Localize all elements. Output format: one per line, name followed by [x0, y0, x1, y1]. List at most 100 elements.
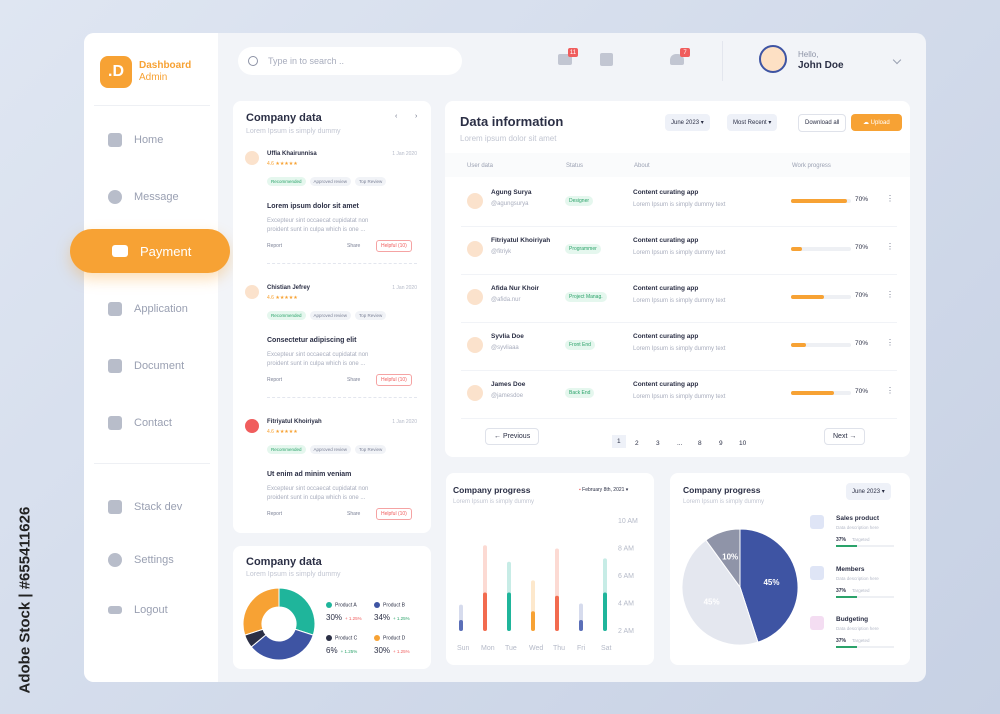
notification-badge: 7: [680, 48, 690, 57]
status-badge: Programmer: [565, 244, 601, 254]
upload-icon: ☁: [863, 120, 871, 126]
chevron-down-icon[interactable]: [892, 55, 902, 65]
calendar-icon: ▪: [579, 487, 583, 493]
pie-slice: [250, 628, 314, 661]
donut-chart: [242, 587, 316, 661]
progress-bar: [791, 199, 851, 203]
helpful-button[interactable]: Helpful (10): [376, 240, 412, 252]
user-greeting: Hello, John Doe: [798, 50, 844, 71]
company-progress-bar-card: Company progress Lorem Ipsum is simply d…: [446, 473, 654, 665]
logo-icon: .D: [100, 56, 132, 88]
page-10[interactable]: 10: [739, 440, 747, 447]
pie-slice: [242, 587, 280, 636]
document-icon: [108, 359, 122, 373]
message-icon: [108, 190, 122, 204]
more-options-icon[interactable]: ⋮: [886, 242, 894, 251]
card-subtitle: Lorem Ipsum is simply dummy: [683, 499, 765, 505]
gear-icon: [108, 553, 122, 567]
y-tick-label: 4 AM: [618, 601, 634, 608]
sidebar-item-home[interactable]: Home: [108, 133, 163, 147]
share-button[interactable]: Share: [347, 243, 361, 249]
card-subtitle: Lorem ipsum dolor sit amet: [460, 134, 557, 143]
y-tick-label: 10 AM: [618, 518, 638, 525]
sidebar-item-payment[interactable]: Payment: [70, 229, 230, 273]
table-row[interactable]: Afida Nur Khoir @afida.nur Project Manag…: [461, 275, 897, 323]
avatar: [245, 151, 259, 165]
more-options-icon[interactable]: ⋮: [886, 338, 894, 347]
topbar: Type in to search .. 11 7 Hello, John Doe: [218, 33, 926, 89]
card-subtitle: Lorem Ipsum is simply dummy: [453, 499, 535, 505]
status-badge: Front End: [565, 340, 595, 350]
progress-bar: [791, 391, 851, 395]
sidebar-item-application[interactable]: Application: [108, 302, 188, 316]
sidebar-item-settings[interactable]: Settings: [108, 553, 174, 567]
table-row[interactable]: Syvlia Doe @syvliaaa Front End Content c…: [461, 323, 897, 371]
month-select[interactable]: June 2023 ▾: [846, 483, 891, 500]
sidebar-item-message[interactable]: Message: [108, 190, 179, 204]
bar-mark: [507, 592, 511, 631]
bar-mark: [459, 620, 463, 631]
avatar[interactable]: [759, 45, 787, 73]
rating-stars: 4.6 ★★★★★: [267, 295, 298, 301]
avatar: [467, 289, 483, 305]
share-button[interactable]: Share: [347, 377, 361, 383]
more-options-icon[interactable]: ⋮: [886, 290, 894, 299]
search-input[interactable]: Type in to search ..: [238, 47, 462, 75]
page-ellipsis: ...: [677, 440, 683, 447]
sidebar-item-logout[interactable]: Logout: [108, 604, 168, 616]
page-3[interactable]: 3: [656, 440, 660, 447]
bar-mark: [579, 620, 583, 631]
mail-icon[interactable]: 11: [558, 48, 578, 65]
more-options-icon[interactable]: ⋮: [886, 386, 894, 395]
members-icon: [810, 566, 824, 580]
logout-icon: [108, 606, 122, 614]
sort-select[interactable]: Most Recent ▾: [727, 114, 778, 131]
page-2[interactable]: 2: [635, 440, 639, 447]
upload-button[interactable]: ☁ Upload: [851, 114, 902, 131]
page-1[interactable]: 1: [612, 435, 626, 448]
sidebar: .D Dashboard Admin Home Message Payment A…: [70, 33, 230, 682]
page-9[interactable]: 9: [719, 440, 723, 447]
table-row[interactable]: Agung Surya @agungsurya Designer Content…: [461, 179, 897, 227]
share-button[interactable]: Share: [347, 511, 361, 517]
helpful-button[interactable]: Helpful (10): [376, 508, 412, 520]
helpful-button[interactable]: Helpful (10): [376, 374, 412, 386]
previous-button[interactable]: ← Previous: [485, 428, 540, 445]
report-button[interactable]: Report: [267, 377, 283, 383]
report-button[interactable]: Report: [267, 511, 283, 517]
contact-card-icon[interactable]: [600, 53, 613, 66]
date-select[interactable]: ▪ February 8th, 2021 ▾: [579, 487, 629, 493]
bell-icon[interactable]: 7: [670, 48, 690, 65]
slice-label: 10%: [722, 553, 738, 562]
download-all-button[interactable]: Download all: [798, 114, 847, 132]
y-tick-label: 6 AM: [618, 573, 634, 580]
chevron-right-icon[interactable]: ›: [415, 113, 418, 120]
home-icon: [108, 133, 122, 147]
watermark: Adobe Stock | #655411626: [16, 506, 34, 694]
avatar: [245, 419, 259, 433]
rating-stars: 4.6 ★★★★★: [267, 161, 298, 167]
x-tick-label: Fri: [577, 645, 586, 652]
card-title: Company progress: [683, 485, 761, 495]
mail-badge: 11: [568, 48, 578, 57]
bar-mark: [555, 595, 559, 631]
sidebar-item-stack-dev[interactable]: Stack dev: [108, 500, 182, 514]
bar-mark: [531, 611, 535, 631]
pie-slice: [681, 539, 759, 646]
chevron-left-icon[interactable]: ‹: [395, 113, 398, 120]
sidebar-item-document[interactable]: Document: [108, 359, 184, 373]
search-icon: [248, 56, 258, 66]
card-title: Data information: [460, 114, 564, 129]
grid-icon: [108, 302, 122, 316]
table-row[interactable]: Fitriyatul Khoiriyah @fitriyk Programmer…: [461, 227, 897, 275]
next-button[interactable]: Next →: [824, 428, 866, 445]
sidebar-item-contact[interactable]: Contact: [108, 416, 172, 430]
more-options-icon[interactable]: ⋮: [886, 194, 894, 203]
report-button[interactable]: Report: [267, 243, 283, 249]
month-select[interactable]: June 2023 ▾: [665, 114, 710, 131]
pie-slice: [278, 587, 316, 636]
dashboard-window: .D Dashboard Admin Home Message Payment A…: [70, 33, 926, 682]
rating-stars: 4.6 ★★★★★: [267, 429, 298, 435]
table-row[interactable]: James Doe @jamesdoe Back End Content cur…: [461, 371, 897, 419]
page-8[interactable]: 8: [698, 440, 702, 447]
